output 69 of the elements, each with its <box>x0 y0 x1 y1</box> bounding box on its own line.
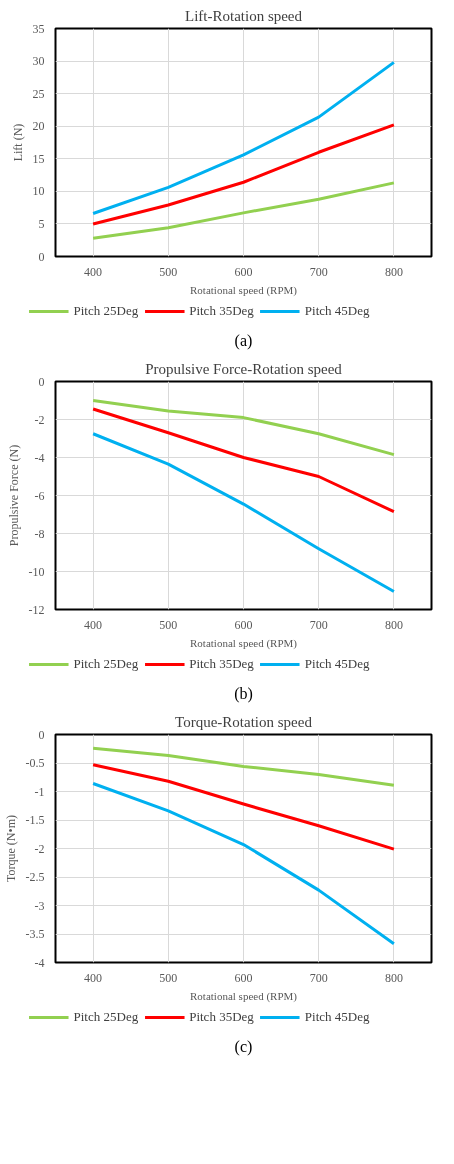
legend-label: Pitch 45Deg <box>304 656 370 672</box>
y-tick-label: -3.5 <box>25 927 45 941</box>
legend-label: Pitch 45Deg <box>304 1009 370 1025</box>
y-axis-title: Torque (N•m) <box>3 814 18 882</box>
legend-label: Pitch 25Deg <box>73 656 139 672</box>
legend-label: Pitch 45Deg <box>304 303 370 319</box>
y-tick-label: 0 <box>38 727 45 742</box>
y-tick-label: 10 <box>32 184 45 199</box>
text: (c) <box>234 1037 253 1056</box>
x-tick-label: 600 <box>234 970 253 985</box>
y-tick-label: 35 <box>32 21 45 36</box>
y-tick-label: -1.5 <box>25 813 45 827</box>
x-tick-label: 800 <box>384 264 403 279</box>
y-tick-label: -6 <box>34 488 45 503</box>
y-axis-title: Propulsive Force (N) <box>6 444 21 547</box>
y-tick-label: -0.5 <box>25 756 45 770</box>
x-axis-title: Rotational speed (RPM) <box>190 989 298 1003</box>
line-series <box>91 407 396 514</box>
chart-title: Propulsive Force-Rotation speed <box>145 360 343 377</box>
x-tick-label: 800 <box>384 970 403 985</box>
y-axis-title: Lift (N) <box>10 123 25 162</box>
line-series <box>91 60 396 216</box>
y-tick-label: -2 <box>34 841 45 856</box>
x-tick-label: 800 <box>384 617 403 632</box>
y-tick-label: 20 <box>32 119 45 134</box>
x-tick-label: 700 <box>309 970 328 985</box>
x-tick-label: 400 <box>84 264 103 279</box>
y-tick-label: 5 <box>38 216 45 231</box>
legend-label: Pitch 35Deg <box>189 303 254 319</box>
x-tick-label: 500 <box>159 970 178 985</box>
y-tick-label: -10 <box>28 564 45 579</box>
legend-label: Pitch 35Deg <box>189 656 254 672</box>
y-tick-label: 0 <box>38 249 45 264</box>
x-axis-title: Rotational speed (RPM) <box>190 636 298 650</box>
line-series <box>91 181 396 240</box>
y-tick-label: 25 <box>32 86 45 101</box>
y-tick-label: -2.5 <box>25 870 45 884</box>
line-series <box>91 123 396 226</box>
line-series <box>91 782 396 946</box>
line-series <box>91 399 396 457</box>
x-tick-label: 500 <box>159 617 178 632</box>
text: (b) <box>234 684 253 703</box>
x-tick-label: 500 <box>159 264 178 279</box>
legend-label: Pitch 25Deg <box>73 303 139 319</box>
legend-label: Pitch 35Deg <box>189 1009 254 1025</box>
x-tick-label: 400 <box>84 617 103 632</box>
line-series <box>91 432 396 593</box>
x-axis-title: Rotational speed (RPM) <box>190 283 298 297</box>
text: (a) <box>234 331 253 350</box>
line-series <box>91 763 396 851</box>
y-tick-label: -12 <box>28 602 45 617</box>
y-tick-label: -4 <box>34 955 45 970</box>
x-tick-label: 700 <box>309 264 328 279</box>
y-tick-label: -8 <box>34 526 45 541</box>
line-series <box>91 746 396 787</box>
chart-title: Torque-Rotation speed <box>175 713 313 730</box>
legend-label: Pitch 25Deg <box>73 1009 139 1025</box>
y-tick-label: -2 <box>34 412 45 427</box>
chart-title: Lift-Rotation speed <box>184 7 303 24</box>
y-tick-label: -3 <box>34 898 45 913</box>
y-tick-label: -4 <box>34 450 45 465</box>
x-tick-label: 400 <box>84 970 103 985</box>
y-tick-label: 30 <box>32 54 45 69</box>
x-tick-label: 600 <box>234 264 253 279</box>
y-tick-label: 0 <box>38 374 45 389</box>
x-tick-label: 600 <box>234 617 253 632</box>
y-tick-label: 15 <box>32 151 45 166</box>
y-tick-label: -1 <box>34 784 45 799</box>
x-tick-label: 700 <box>309 617 328 632</box>
